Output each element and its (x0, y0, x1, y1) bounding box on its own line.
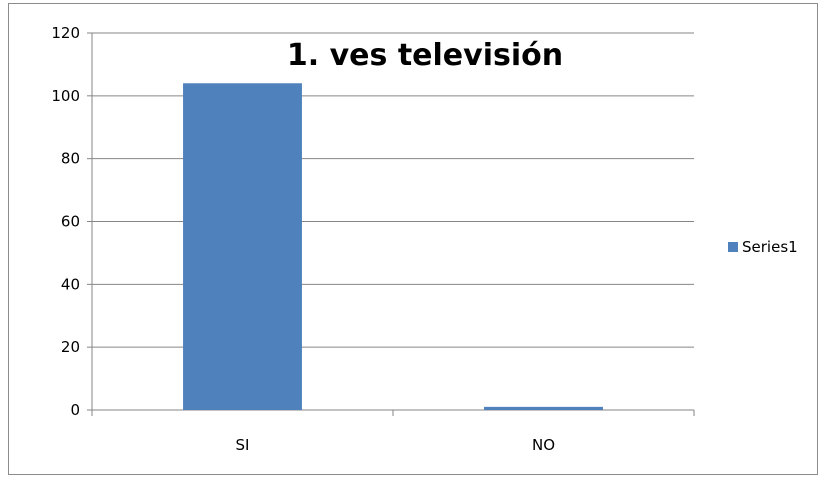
bar-chart: 0 20 40 60 80 100 120 SI NO 1. ves televisión S… (51, 24, 798, 454)
x-tick-label: NO (532, 436, 555, 454)
legend-label-series1: Series1 (742, 238, 798, 256)
y-tick-label: 40 (61, 275, 80, 293)
y-axis-ticks: 0 20 40 60 80 100 120 (51, 24, 92, 419)
y-tick-label: 120 (51, 24, 80, 42)
y-tick-label: 20 (61, 338, 80, 356)
bars (183, 83, 603, 411)
x-tick-label: SI (236, 436, 250, 454)
legend: Series1 (728, 238, 798, 256)
chart-frame: 0 20 40 60 80 100 120 SI NO 1. ves televisión S… (8, 3, 818, 475)
y-tick-label: 80 (61, 150, 80, 168)
y-tick-label: 60 (61, 213, 80, 231)
legend-swatch-series1 (728, 242, 738, 252)
bar-no (484, 406, 603, 410)
y-tick-label: 0 (70, 401, 80, 419)
x-axis-ticks: SI NO (91, 410, 695, 454)
chart-title: 1. ves televisión (287, 38, 563, 73)
gridlines (92, 32, 694, 348)
bar-si (183, 83, 302, 411)
y-tick-label: 100 (51, 87, 80, 105)
